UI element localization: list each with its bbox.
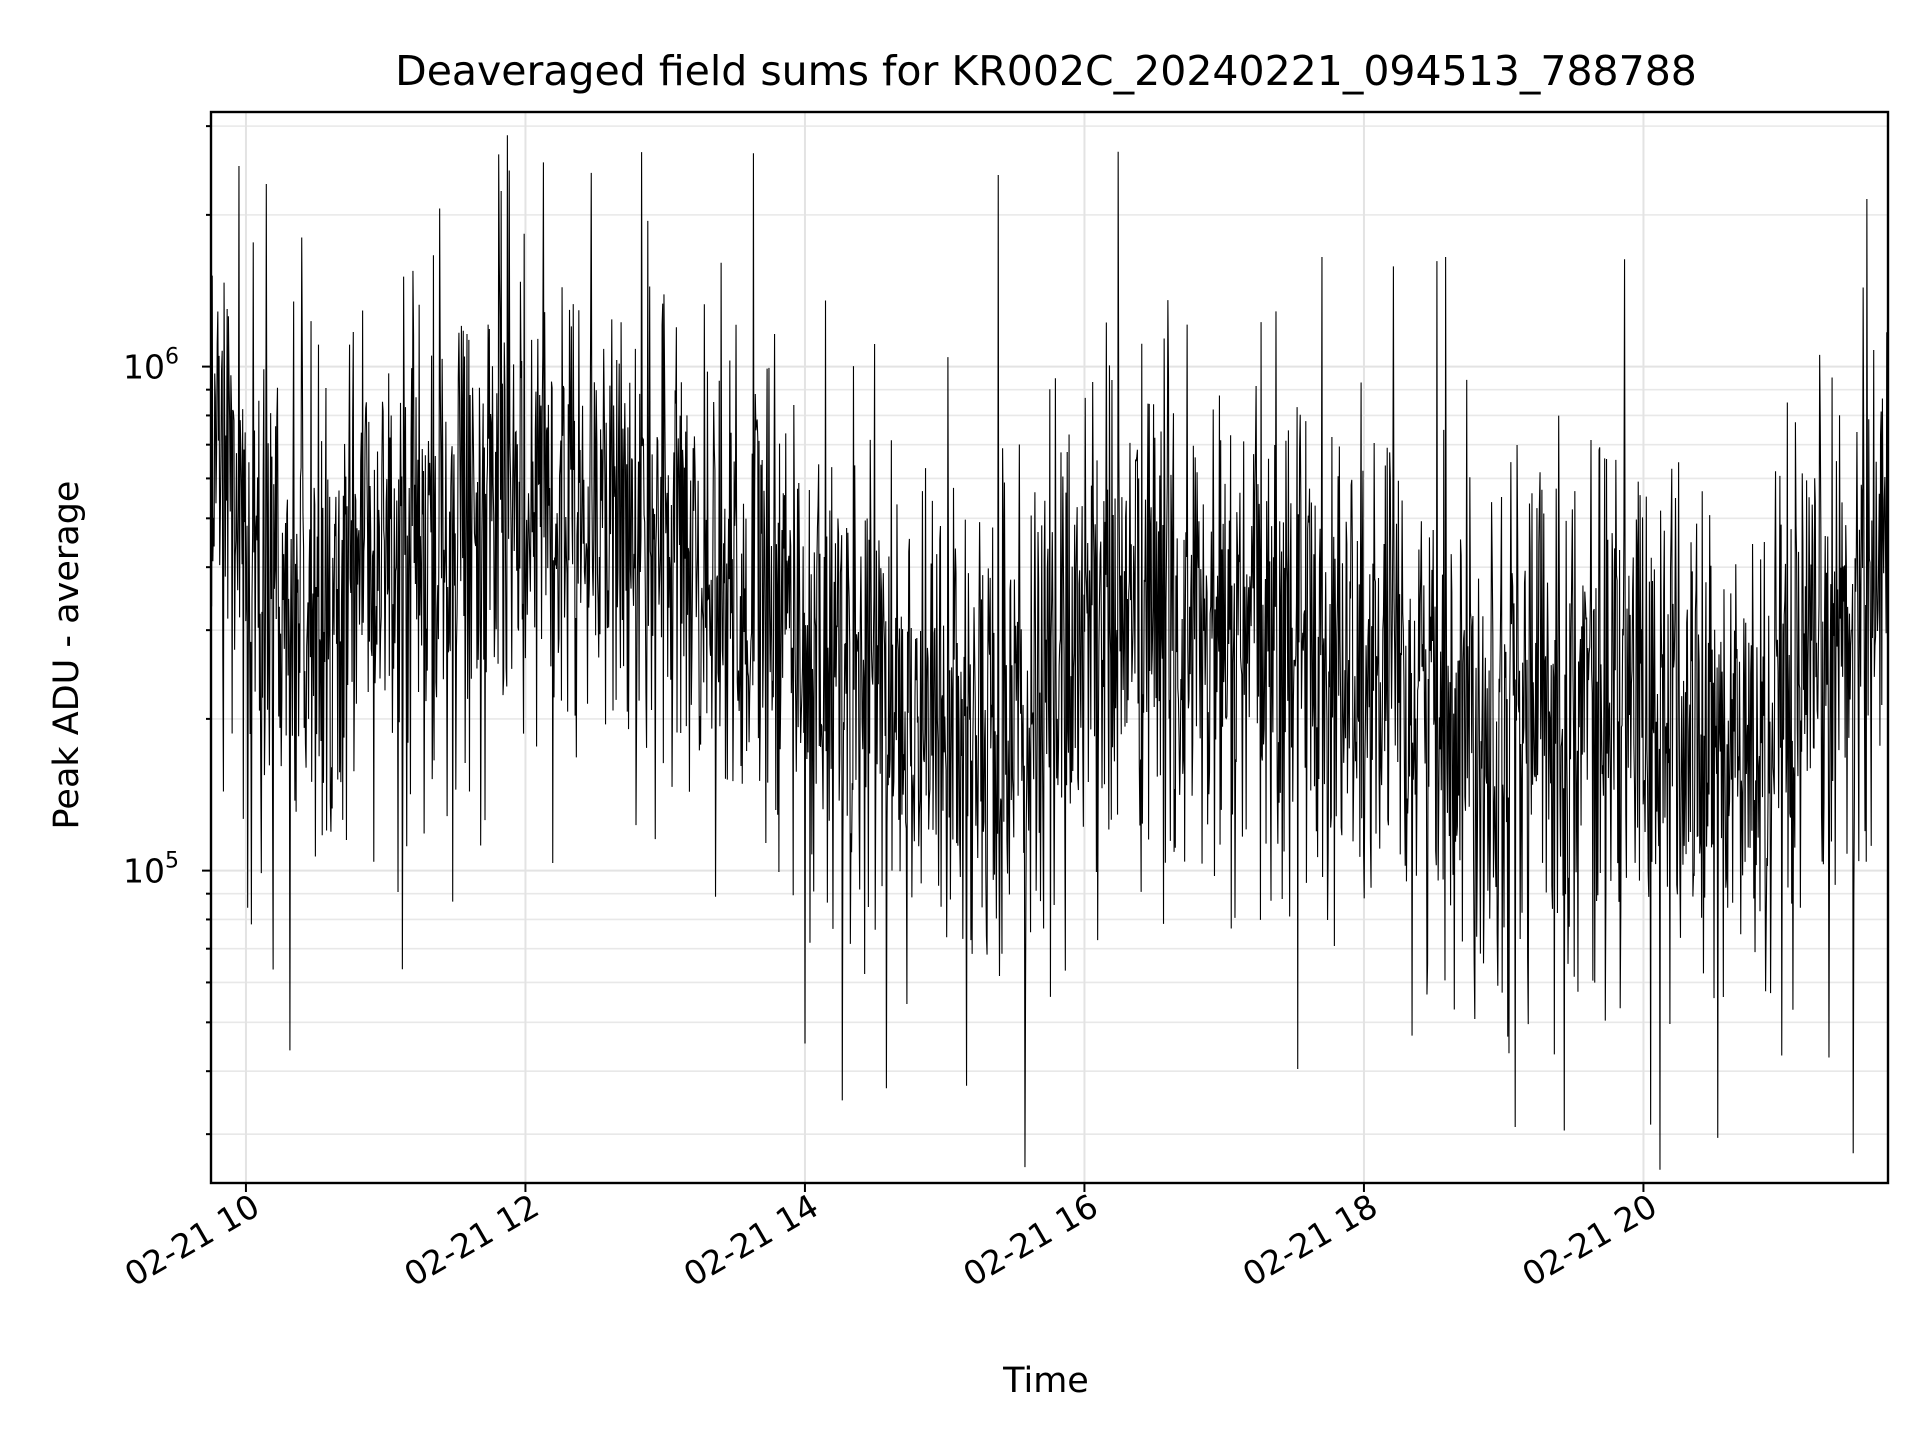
plot-frame: [209, 110, 1890, 1185]
series-layer: [211, 135, 1888, 1170]
y-axis-label: Peak ADU - average: [47, 481, 87, 830]
series-line: [211, 135, 1888, 1170]
x-axis-label: Time: [1002, 1361, 1089, 1401]
chart-title: Deaveraged field sums for KR002C_2024022…: [395, 47, 1697, 95]
